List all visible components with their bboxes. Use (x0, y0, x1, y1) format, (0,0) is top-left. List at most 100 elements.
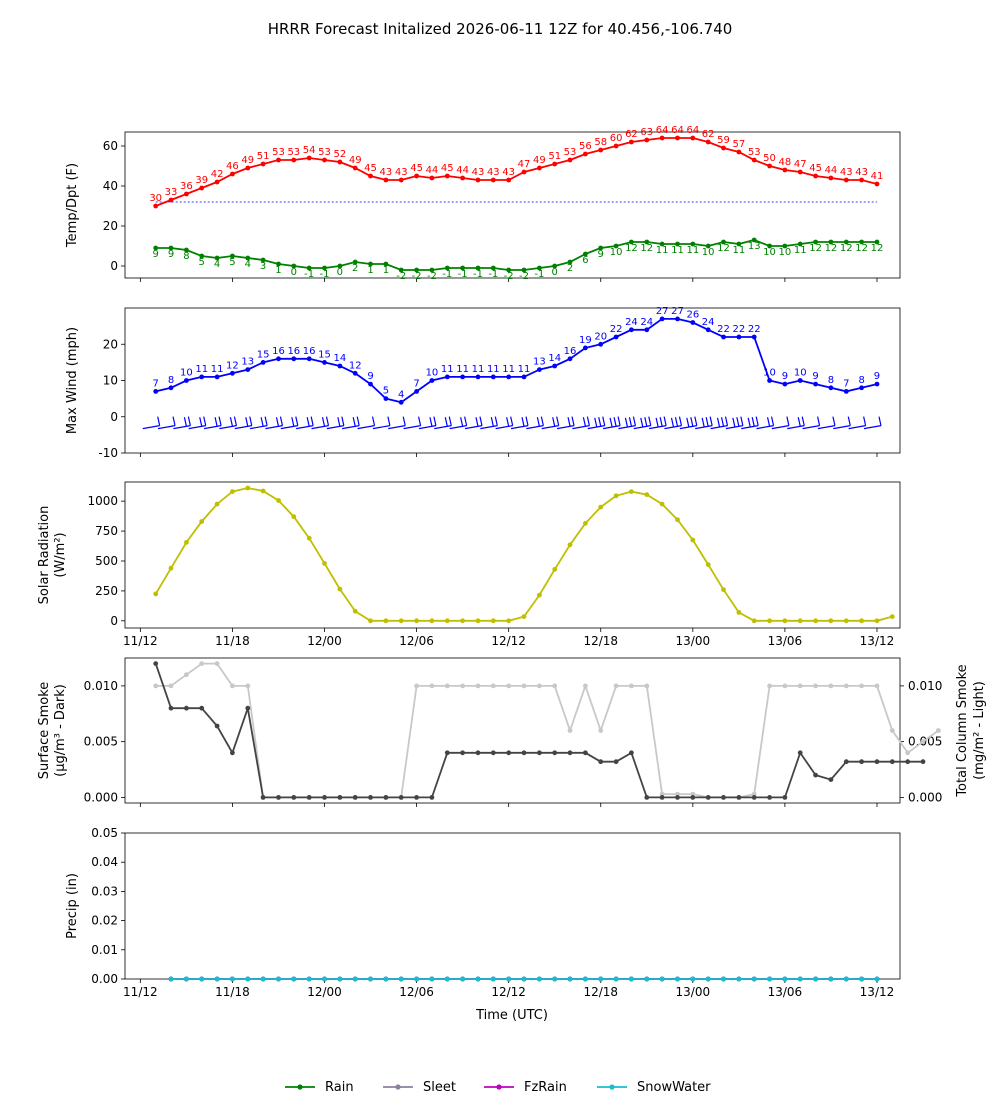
surface-smoke-series-point (920, 759, 926, 765)
temperature-series-point (521, 169, 527, 175)
wind-series-point (736, 334, 742, 340)
wind-series-point (414, 389, 419, 394)
precip-series-snowwater-point (521, 976, 527, 982)
wind-data-label: 20 (594, 331, 607, 342)
precip-series-snowwater-point (797, 976, 803, 982)
wind-barb-flag (229, 417, 234, 427)
wind-barb (587, 425, 605, 430)
precip-series-snowwater-point (644, 976, 650, 982)
wind-series-point (797, 378, 803, 383)
wind-barb-flag (732, 417, 736, 427)
wind-series-point (199, 374, 205, 380)
legend-label: FzRain (524, 1080, 567, 1095)
wind-data-label: 11 (456, 364, 469, 375)
surface-smoke-series-point (475, 750, 481, 756)
y-axis-label-units: (μg/m³ - Dark) (53, 684, 68, 777)
dewpoint-series-point (874, 239, 880, 245)
surface-smoke-series-point (184, 705, 189, 711)
wind-series-point (306, 356, 312, 362)
wind-series-point (613, 334, 619, 340)
y-tick-label: 0 (110, 410, 118, 424)
wind-data-label: 9 (812, 371, 818, 382)
temperature-series-data-label: 53 (318, 147, 331, 158)
wind-series-point (537, 367, 542, 372)
wind-barb-flag (433, 416, 437, 426)
x-tick-label: 12/12 (491, 634, 526, 648)
temperature-series-point (552, 161, 558, 167)
wind-data-label: 15 (318, 349, 331, 360)
precip-series-snowwater-point (537, 976, 542, 982)
dewpoint-series-data-label: 9 (168, 249, 174, 260)
surface-smoke-series-point (705, 795, 711, 800)
temperature-series-point (598, 147, 604, 153)
wind-barb-flag (402, 416, 406, 426)
right-axis-label-units: (mg/m² - Light) (972, 681, 987, 780)
solar-series-point (276, 498, 281, 503)
precip-series-snowwater-point (475, 976, 481, 982)
dewpoint-series-data-label: 12 (855, 243, 868, 254)
column-smoke-series-point (153, 683, 159, 689)
y-axis-label-units: (W/m²) (53, 532, 68, 577)
wind-barb-flag (678, 416, 683, 426)
y-tick-label: 40 (103, 179, 118, 193)
solar-series-point (782, 618, 788, 624)
dewpoint-series-point (629, 239, 634, 245)
wind-barb (342, 425, 360, 430)
surface-smoke-series-point (782, 795, 788, 800)
temperature-series-point (230, 171, 235, 177)
precip-series-snowwater-point (352, 976, 358, 982)
wind-data-label: 11 (211, 364, 224, 375)
wind-series-point (874, 381, 880, 387)
column-smoke-series-point (567, 728, 573, 733)
wind-series-point (767, 378, 772, 383)
dewpoint-series-point (797, 241, 803, 247)
y-tick-label: 0 (110, 259, 118, 273)
column-smoke-series-point (475, 683, 481, 689)
wind-data-label: 26 (686, 310, 699, 321)
surface-smoke-series-point (690, 795, 696, 800)
surface-smoke-series-point (153, 661, 159, 666)
surface-smoke-series-point (490, 750, 496, 756)
y-axis-label: Precip (in) (65, 873, 80, 939)
surface-smoke-series-point (506, 750, 512, 756)
wind-barb-flag (521, 417, 525, 427)
figure-title: HRRR Forecast Initalized 2026-06-11 12Z … (268, 20, 733, 38)
solar-series-point (352, 608, 358, 614)
column-smoke-series-point (767, 683, 772, 689)
wind-barb (434, 425, 452, 430)
dewpoint-series-point (475, 265, 481, 271)
wind-series-point (521, 374, 527, 380)
dewpoint-series-data-label: -2 (427, 271, 437, 282)
precip-series-snowwater-point (629, 976, 634, 982)
column-smoke-series-point (168, 683, 174, 689)
wind-barb (541, 425, 559, 430)
solar-series-point (230, 489, 235, 494)
dewpoint-series-data-label: -1 (534, 269, 544, 280)
wind-barb-flag (747, 417, 751, 427)
precip-series-snowwater-point (598, 976, 604, 982)
solar-series-point (889, 614, 895, 619)
temperature-series-data-label: 64 (671, 125, 684, 136)
wind-series-point (153, 389, 159, 394)
wind-barb-flag (214, 417, 218, 427)
surface-smoke-series-point (168, 705, 174, 711)
dewpoint-series-point (337, 263, 343, 269)
column-smoke-series-point (184, 672, 189, 678)
precip-series-snowwater-point (613, 976, 619, 982)
solar-series-point (398, 618, 404, 624)
x-tick-label: 12/00 (307, 634, 342, 648)
column-smoke-series-point (905, 750, 911, 756)
y-tick-label: 0.01 (91, 943, 118, 957)
axes-frame (124, 832, 901, 980)
wind-data-label: 19 (579, 335, 592, 346)
wind-data-label: 16 (272, 346, 285, 357)
wind-barb-flag (628, 417, 633, 427)
wind-barb (265, 425, 283, 430)
temperature-series-point (690, 135, 696, 141)
dewpoint-series-point (398, 267, 404, 273)
surface-smoke-series-point (537, 750, 542, 756)
wind-barb (649, 425, 667, 430)
temperature-series-point (383, 177, 389, 183)
precip-series-snowwater-point (444, 976, 450, 982)
